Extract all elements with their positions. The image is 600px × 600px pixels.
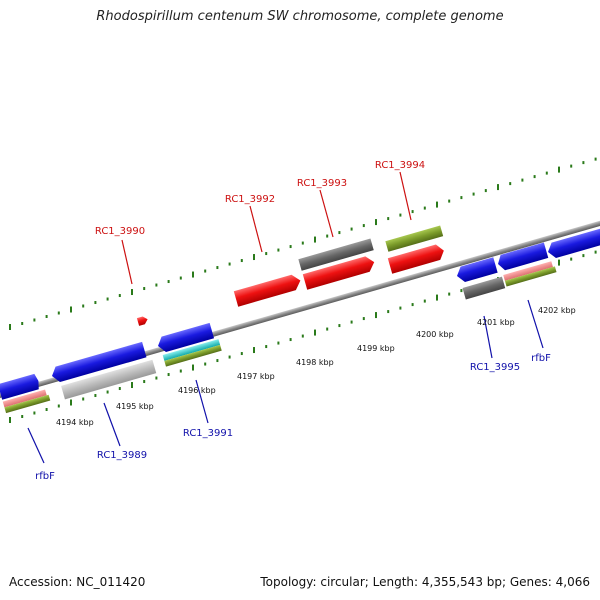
genome-summary: Topology: circular; Length: 4,355,543 bp… xyxy=(260,575,590,589)
scale-label: 4200 kbp xyxy=(416,330,454,339)
scale-label: 4194 kbp xyxy=(56,418,94,427)
gene-rfbf-left xyxy=(0,373,51,414)
scale-label: 4202 kbp xyxy=(538,306,576,315)
map-title: Rhodospirillum centenum SW chromosome, c… xyxy=(96,9,504,24)
label-rc1-3989: RC1_3989 xyxy=(97,450,147,461)
scale-label: 4196 kbp xyxy=(178,386,216,395)
gene-rc1-3994 xyxy=(387,244,444,274)
scale-label: 4199 kbp xyxy=(357,344,395,353)
scale-labels: 4194 kbp 4195 kbp 4196 kbp 4197 kbp 4198 kbp… xyxy=(56,306,576,427)
label-rc1-3991: RC1_3991 xyxy=(183,428,233,439)
gene-right-edge xyxy=(548,228,600,259)
chromosome-backbone xyxy=(0,205,600,404)
callout-lines xyxy=(27,171,544,464)
gene-rfbf-right xyxy=(498,242,557,287)
gene-rc1-3989 xyxy=(52,341,157,400)
accession-label: Accession: NC_011420 xyxy=(9,575,146,589)
label-rc1-3995: RC1_3995 xyxy=(470,362,520,373)
gene-rc1-3991 xyxy=(158,322,222,367)
label-rc1-3990: RC1_3990 xyxy=(95,226,145,237)
gene-rc1-3990 xyxy=(136,316,148,326)
gene-rc1-3995 xyxy=(457,257,506,300)
scale-label: 4195 kbp xyxy=(116,402,154,411)
label-rc1-3994: RC1_3994 xyxy=(375,160,425,171)
scale-label: 4201 kbp xyxy=(477,318,515,327)
gene-rc1-3992 xyxy=(233,274,301,307)
label-rc1-3992: RC1_3992 xyxy=(225,194,275,205)
label-rfbf-left: rfbF xyxy=(35,471,55,482)
gene-rc1-3993-gray xyxy=(298,238,374,271)
scale-label: 4198 kbp xyxy=(296,358,334,367)
feature-labels: RC1_3990 RC1_3992 RC1_3993 RC1_3994 rfbF… xyxy=(35,160,551,482)
genes xyxy=(0,225,600,414)
label-rc1-3993: RC1_3993 xyxy=(297,178,347,189)
gene-rc1-3993 xyxy=(302,256,375,290)
gene-rc1-3994-green xyxy=(385,225,444,252)
scale-label: 4197 kbp xyxy=(237,372,275,381)
label-rfbf-right: rfbF xyxy=(531,353,551,364)
tick-row-top xyxy=(9,157,597,330)
